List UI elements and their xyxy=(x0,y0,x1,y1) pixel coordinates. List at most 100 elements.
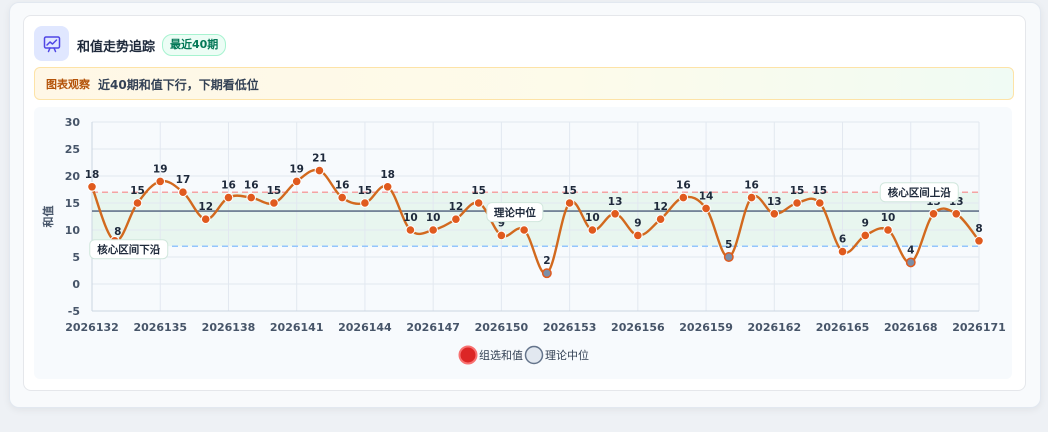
data-point xyxy=(655,214,666,224)
chart-legend: 组选和值 理论中位 xyxy=(458,345,589,365)
x-tick-label: 2026141 xyxy=(270,321,324,334)
notice-tag: 图表观察 xyxy=(46,78,90,91)
data-label: 18 xyxy=(380,169,395,181)
data-point xyxy=(723,252,734,262)
data-label: 15 xyxy=(812,185,827,197)
x-tick-label: 2026168 xyxy=(884,321,938,334)
y-tick-label: 30 xyxy=(65,116,81,129)
data-point xyxy=(496,230,507,241)
x-tick-label: 2026165 xyxy=(816,321,870,334)
data-label: 5 xyxy=(725,239,732,251)
data-point xyxy=(360,198,370,208)
data-point xyxy=(814,198,825,208)
data-label: 9 xyxy=(498,217,505,229)
data-point xyxy=(837,246,848,257)
median-annotation: 理论中位 xyxy=(486,202,544,223)
legend-label-median: 理论中位 xyxy=(545,348,589,362)
y-tick-label: -5 xyxy=(68,305,80,318)
data-label: 21 xyxy=(312,153,327,165)
data-label: 8 xyxy=(975,223,982,235)
y-tick-label: 10 xyxy=(65,224,81,237)
legend-label-sum: 组选和值 xyxy=(479,348,523,362)
trend-chart-icon-box xyxy=(34,26,69,61)
data-label: 16 xyxy=(221,180,236,192)
data-label: 19 xyxy=(289,163,304,175)
legend-marker-median xyxy=(524,345,544,365)
data-label: 15 xyxy=(358,185,373,197)
data-label: 10 xyxy=(403,212,418,224)
lower-annotation: 核心区间下沿 xyxy=(89,239,169,260)
x-tick-label: 2026135 xyxy=(133,321,187,334)
y-tick-label: 0 xyxy=(72,278,80,291)
data-label: 2 xyxy=(543,255,550,267)
data-point xyxy=(633,230,643,241)
data-label: 12 xyxy=(449,201,464,213)
lower-annotation-text: 核心区间下沿 xyxy=(97,243,160,256)
data-label: 13 xyxy=(767,196,782,208)
notice-text: 近40期和值下行，下期看低位 xyxy=(98,78,259,92)
upper-annotation: 核心区间上沿 xyxy=(879,182,959,203)
legend-marker-sum xyxy=(458,345,478,365)
y-tick-label: 25 xyxy=(65,143,80,156)
data-point xyxy=(701,203,711,214)
x-tick-label: 2026132 xyxy=(65,321,119,334)
data-label: 10 xyxy=(426,212,441,224)
data-label: 8 xyxy=(114,226,121,238)
data-point xyxy=(587,225,598,235)
data-point xyxy=(428,225,438,235)
data-point xyxy=(519,225,529,235)
median-annotation-text: 理论中位 xyxy=(494,206,536,219)
data-point xyxy=(473,198,484,208)
y-axis-title: 和值 xyxy=(41,206,55,228)
sum-trend-chart: -5 0 5 10 15 20 25 30 2026132 2026135 2026138 20261… xyxy=(41,116,1006,365)
data-point xyxy=(860,230,871,241)
data-point xyxy=(769,209,780,219)
trend-chart-icon xyxy=(43,35,60,52)
data-point xyxy=(178,187,188,197)
y-tick-label: 20 xyxy=(65,170,81,183)
data-label: 19 xyxy=(153,163,168,175)
data-point xyxy=(610,209,620,219)
data-label: 16 xyxy=(744,180,759,192)
data-label: 15 xyxy=(130,185,145,197)
data-point xyxy=(223,192,234,203)
data-label: 18 xyxy=(85,169,100,181)
data-label: 15 xyxy=(267,185,282,197)
x-tick-label: 2026138 xyxy=(202,321,256,334)
x-tick-label: 2026153 xyxy=(543,321,597,334)
data-label: 16 xyxy=(335,180,350,192)
data-label: 4 xyxy=(907,244,914,256)
x-tick-label: 2026162 xyxy=(748,321,802,334)
data-point xyxy=(678,192,689,203)
period-badge: 最近40期 xyxy=(162,34,227,56)
lower-annotation-box xyxy=(89,239,169,260)
data-label: 15 xyxy=(471,185,486,197)
upper-annotation-text: 核心区间上沿 xyxy=(888,186,951,199)
series-line-sum xyxy=(90,168,980,275)
data-label: 12 xyxy=(198,201,213,213)
data-point xyxy=(405,225,416,235)
data-point xyxy=(337,192,347,203)
data-label: 10 xyxy=(585,212,600,224)
data-label: 15 xyxy=(562,185,577,197)
x-tick-label: 2026156 xyxy=(611,321,665,334)
data-label: 10 xyxy=(881,212,896,224)
data-point xyxy=(382,182,393,192)
data-point xyxy=(132,198,143,208)
data-point xyxy=(905,257,916,268)
data-point xyxy=(951,209,962,219)
observation-notice: 图表观察 近40期和值下行，下期看低位 xyxy=(34,67,1014,100)
x-tick-label: 2026150 xyxy=(475,321,529,334)
data-point xyxy=(200,214,211,224)
x-tick-label: 2026147 xyxy=(406,321,460,334)
data-label: 6 xyxy=(839,234,846,246)
chart-panel: -5 0 5 10 15 20 25 30 2026132 2026135 2026138 20261… xyxy=(34,107,1012,379)
data-point xyxy=(792,198,802,208)
data-point xyxy=(746,192,757,203)
data-label: 9 xyxy=(634,217,641,229)
data-point xyxy=(883,225,893,235)
data-point xyxy=(269,198,279,208)
data-label: 15 xyxy=(790,185,805,197)
data-label: 14 xyxy=(699,190,714,202)
data-label: 12 xyxy=(653,201,668,213)
